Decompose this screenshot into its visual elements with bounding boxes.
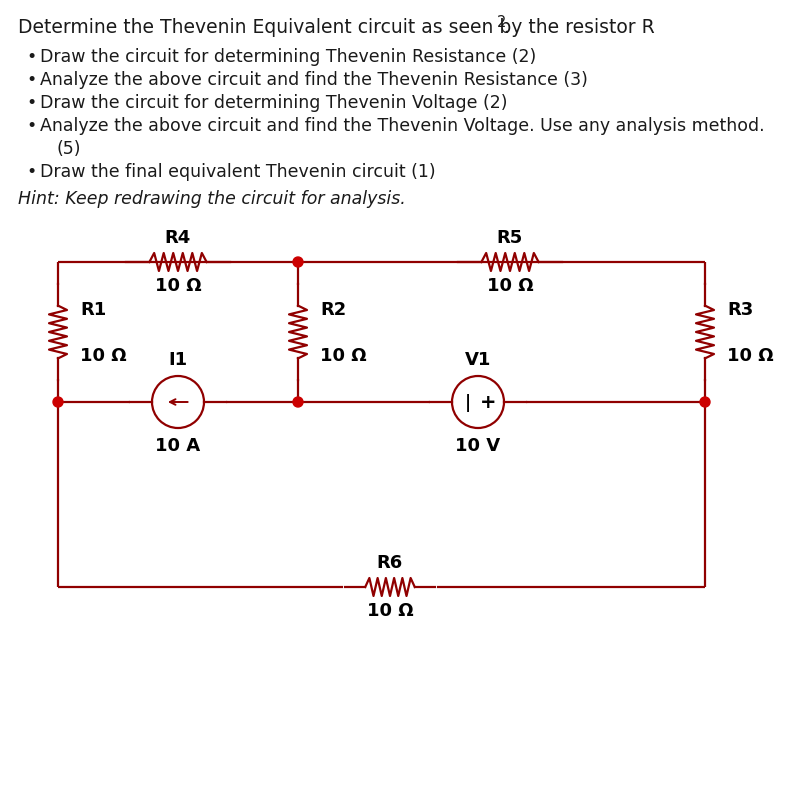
Text: Draw the circuit for determining Thevenin Voltage (2): Draw the circuit for determining Theveni… [40, 94, 507, 111]
Circle shape [293, 398, 303, 407]
Text: 10 Ω: 10 Ω [487, 277, 534, 294]
Text: 10 Ω: 10 Ω [320, 346, 367, 365]
Text: R1: R1 [80, 301, 106, 318]
Text: 10 A: 10 A [156, 436, 201, 455]
Text: R6: R6 [377, 553, 403, 571]
Circle shape [53, 398, 63, 407]
Text: (5): (5) [56, 140, 80, 158]
Text: V1: V1 [464, 350, 491, 369]
Circle shape [293, 257, 303, 268]
Text: .: . [504, 18, 510, 37]
Text: +: + [480, 393, 496, 412]
Text: 10 Ω: 10 Ω [727, 346, 773, 365]
Text: 10 Ω: 10 Ω [367, 602, 414, 619]
Text: 10 Ω: 10 Ω [155, 277, 202, 294]
Text: I1: I1 [168, 350, 187, 369]
Circle shape [700, 398, 710, 407]
Text: R5: R5 [497, 229, 523, 247]
Text: Draw the circuit for determining Thevenin Resistance (2): Draw the circuit for determining Theveni… [40, 48, 536, 66]
Text: Hint: Keep redrawing the circuit for analysis.: Hint: Keep redrawing the circuit for ana… [18, 190, 406, 208]
Text: R2: R2 [320, 301, 346, 318]
Text: •: • [26, 163, 37, 180]
Text: •: • [26, 71, 37, 89]
Text: 2: 2 [497, 15, 507, 30]
Text: Analyze the above circuit and find the Thevenin Resistance (3): Analyze the above circuit and find the T… [40, 71, 588, 89]
Text: Determine the Thevenin Equivalent circuit as seen by the resistor R: Determine the Thevenin Equivalent circui… [18, 18, 655, 37]
Text: •: • [26, 117, 37, 135]
Text: R3: R3 [727, 301, 754, 318]
Text: 10 V: 10 V [456, 436, 500, 455]
Text: •: • [26, 48, 37, 66]
Text: •: • [26, 94, 37, 111]
Text: |: | [464, 394, 471, 411]
Text: R4: R4 [165, 229, 191, 247]
Text: Analyze the above circuit and find the Thevenin Voltage. Use any analysis method: Analyze the above circuit and find the T… [40, 117, 765, 135]
Text: 10 Ω: 10 Ω [80, 346, 126, 365]
Text: Draw the final equivalent Thevenin circuit (1): Draw the final equivalent Thevenin circu… [40, 163, 436, 180]
